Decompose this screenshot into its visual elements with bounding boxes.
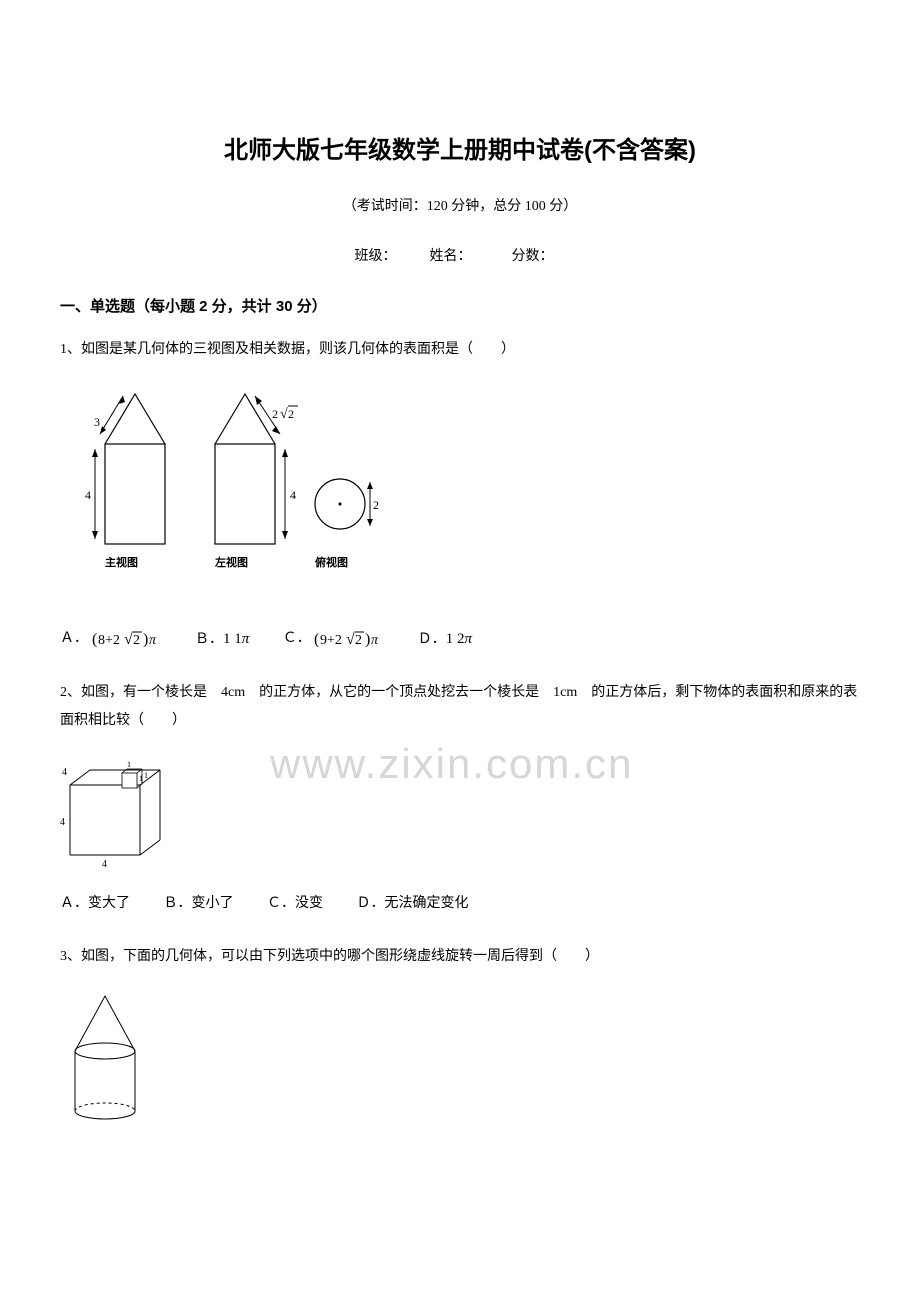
question-2: 2、如图，有一个棱长是 4cm 的正方体，从它的一个顶点处挖去一个棱长是 1cm… [60,679,860,735]
q2-dim-4b: 4 [60,817,65,828]
q1-option-b: Ｂ．1 1π [195,624,249,654]
svg-text:√: √ [280,407,288,422]
student-info-row: 班级： 姓名： 分数： [60,245,860,265]
q1-opt-c-expr-icon: ( 9+2 √ 2 ) π [314,626,384,652]
svg-text:1: 1 [144,771,148,780]
q1-dim-4a: 4 [85,488,91,502]
svg-text:1: 1 [127,760,131,769]
q1-opt-a-prefix: Ａ． [60,631,88,646]
question-2-text: 2、如图，有一个棱长是 4cm 的正方体，从它的一个顶点处挖去一个棱长是 1cm… [60,685,857,728]
svg-text:2: 2 [133,633,140,648]
svg-text:1: 1 [139,774,143,783]
question-1-options: Ａ． ( 8+2 √ 2 ) π Ｂ．1 1π Ｃ． ( 9+2 [60,624,860,654]
page-title: 北师大版七年级数学上册期中试卷(不含答案) [60,130,860,165]
q1-opt-a-expr-icon: ( 8+2 √ 2 ) π [92,626,162,652]
q1-option-d: Ｄ．1 2π [418,624,472,654]
svg-text:√: √ [346,631,355,648]
svg-text:2: 2 [288,407,294,421]
question-1-figure: 3 4 主视图 2 [60,384,860,609]
q1-top-label: 俯视图 [315,555,348,569]
svg-text:8+2: 8+2 [98,633,120,648]
q1-opt-d-prefix: Ｄ． [418,632,446,647]
q1-option-c: Ｃ． ( 9+2 √ 2 ) π [283,625,385,653]
exam-meta: （考试时间：120 分钟，总分 100 分） [60,195,860,215]
q1-dim-4b: 4 [290,488,296,502]
question-1: 1、如图是某几何体的三视图及相关数据，则该几何体的表面积是（ ） [60,336,860,364]
q1-option-a: Ａ． ( 8+2 √ 2 ) π [60,625,162,653]
q2-option-c: Ｃ．没变 [267,890,323,918]
q1-opt-b-prefix: Ｂ． [195,632,223,647]
svg-text:(: ( [92,631,97,648]
question-3: 3、如图，下面的几何体，可以由下列选项中的哪个图形绕虚线旋转一周后得到（ ） [60,943,860,971]
q1-front-label: 主视图 [105,555,138,569]
class-label: 班级： [355,249,397,264]
q1-dim-3: 3 [94,415,100,429]
svg-text:2: 2 [355,633,362,648]
q2-option-d: Ｄ．无法确定变化 [357,890,469,918]
name-label: 姓名： [430,249,472,264]
svg-text:): ) [143,631,148,648]
score-label: 分数： [512,249,554,264]
question-3-figure [60,991,860,1136]
question-3-text: 3、如图，下面的几何体，可以由下列选项中的哪个图形绕虚线旋转一周后得到（ ） [60,949,599,964]
svg-text:(: ( [314,631,319,648]
question-2-figure: 1 1 1 4 4 4 [60,755,860,875]
section-1-heading: 一、单选题（每小题 2 分，共计 30 分） [60,295,860,316]
q1-dim-2: 2 [373,498,379,512]
q2-option-b: Ｂ．变小了 [164,890,234,918]
q2-dim-4a: 4 [62,767,67,778]
q2-option-a: Ａ．变大了 [60,890,130,918]
svg-text:9+2: 9+2 [320,633,342,648]
svg-text:π: π [149,633,157,648]
question-1-text: 1、如图是某几何体的三视图及相关数据，则该几何体的表面积是（ ） [60,342,515,357]
q1-left-label: 左视图 [214,555,248,569]
question-2-options: Ａ．变大了 Ｂ．变小了 Ｃ．没变 Ｄ．无法确定变化 [60,890,860,918]
q1-opt-c-prefix: Ｃ． [283,631,311,646]
svg-text:√: √ [124,631,133,648]
svg-text:π: π [371,633,379,648]
svg-text:): ) [365,631,370,648]
svg-text:2: 2 [272,407,278,421]
q2-dim-4c: 4 [102,859,107,870]
